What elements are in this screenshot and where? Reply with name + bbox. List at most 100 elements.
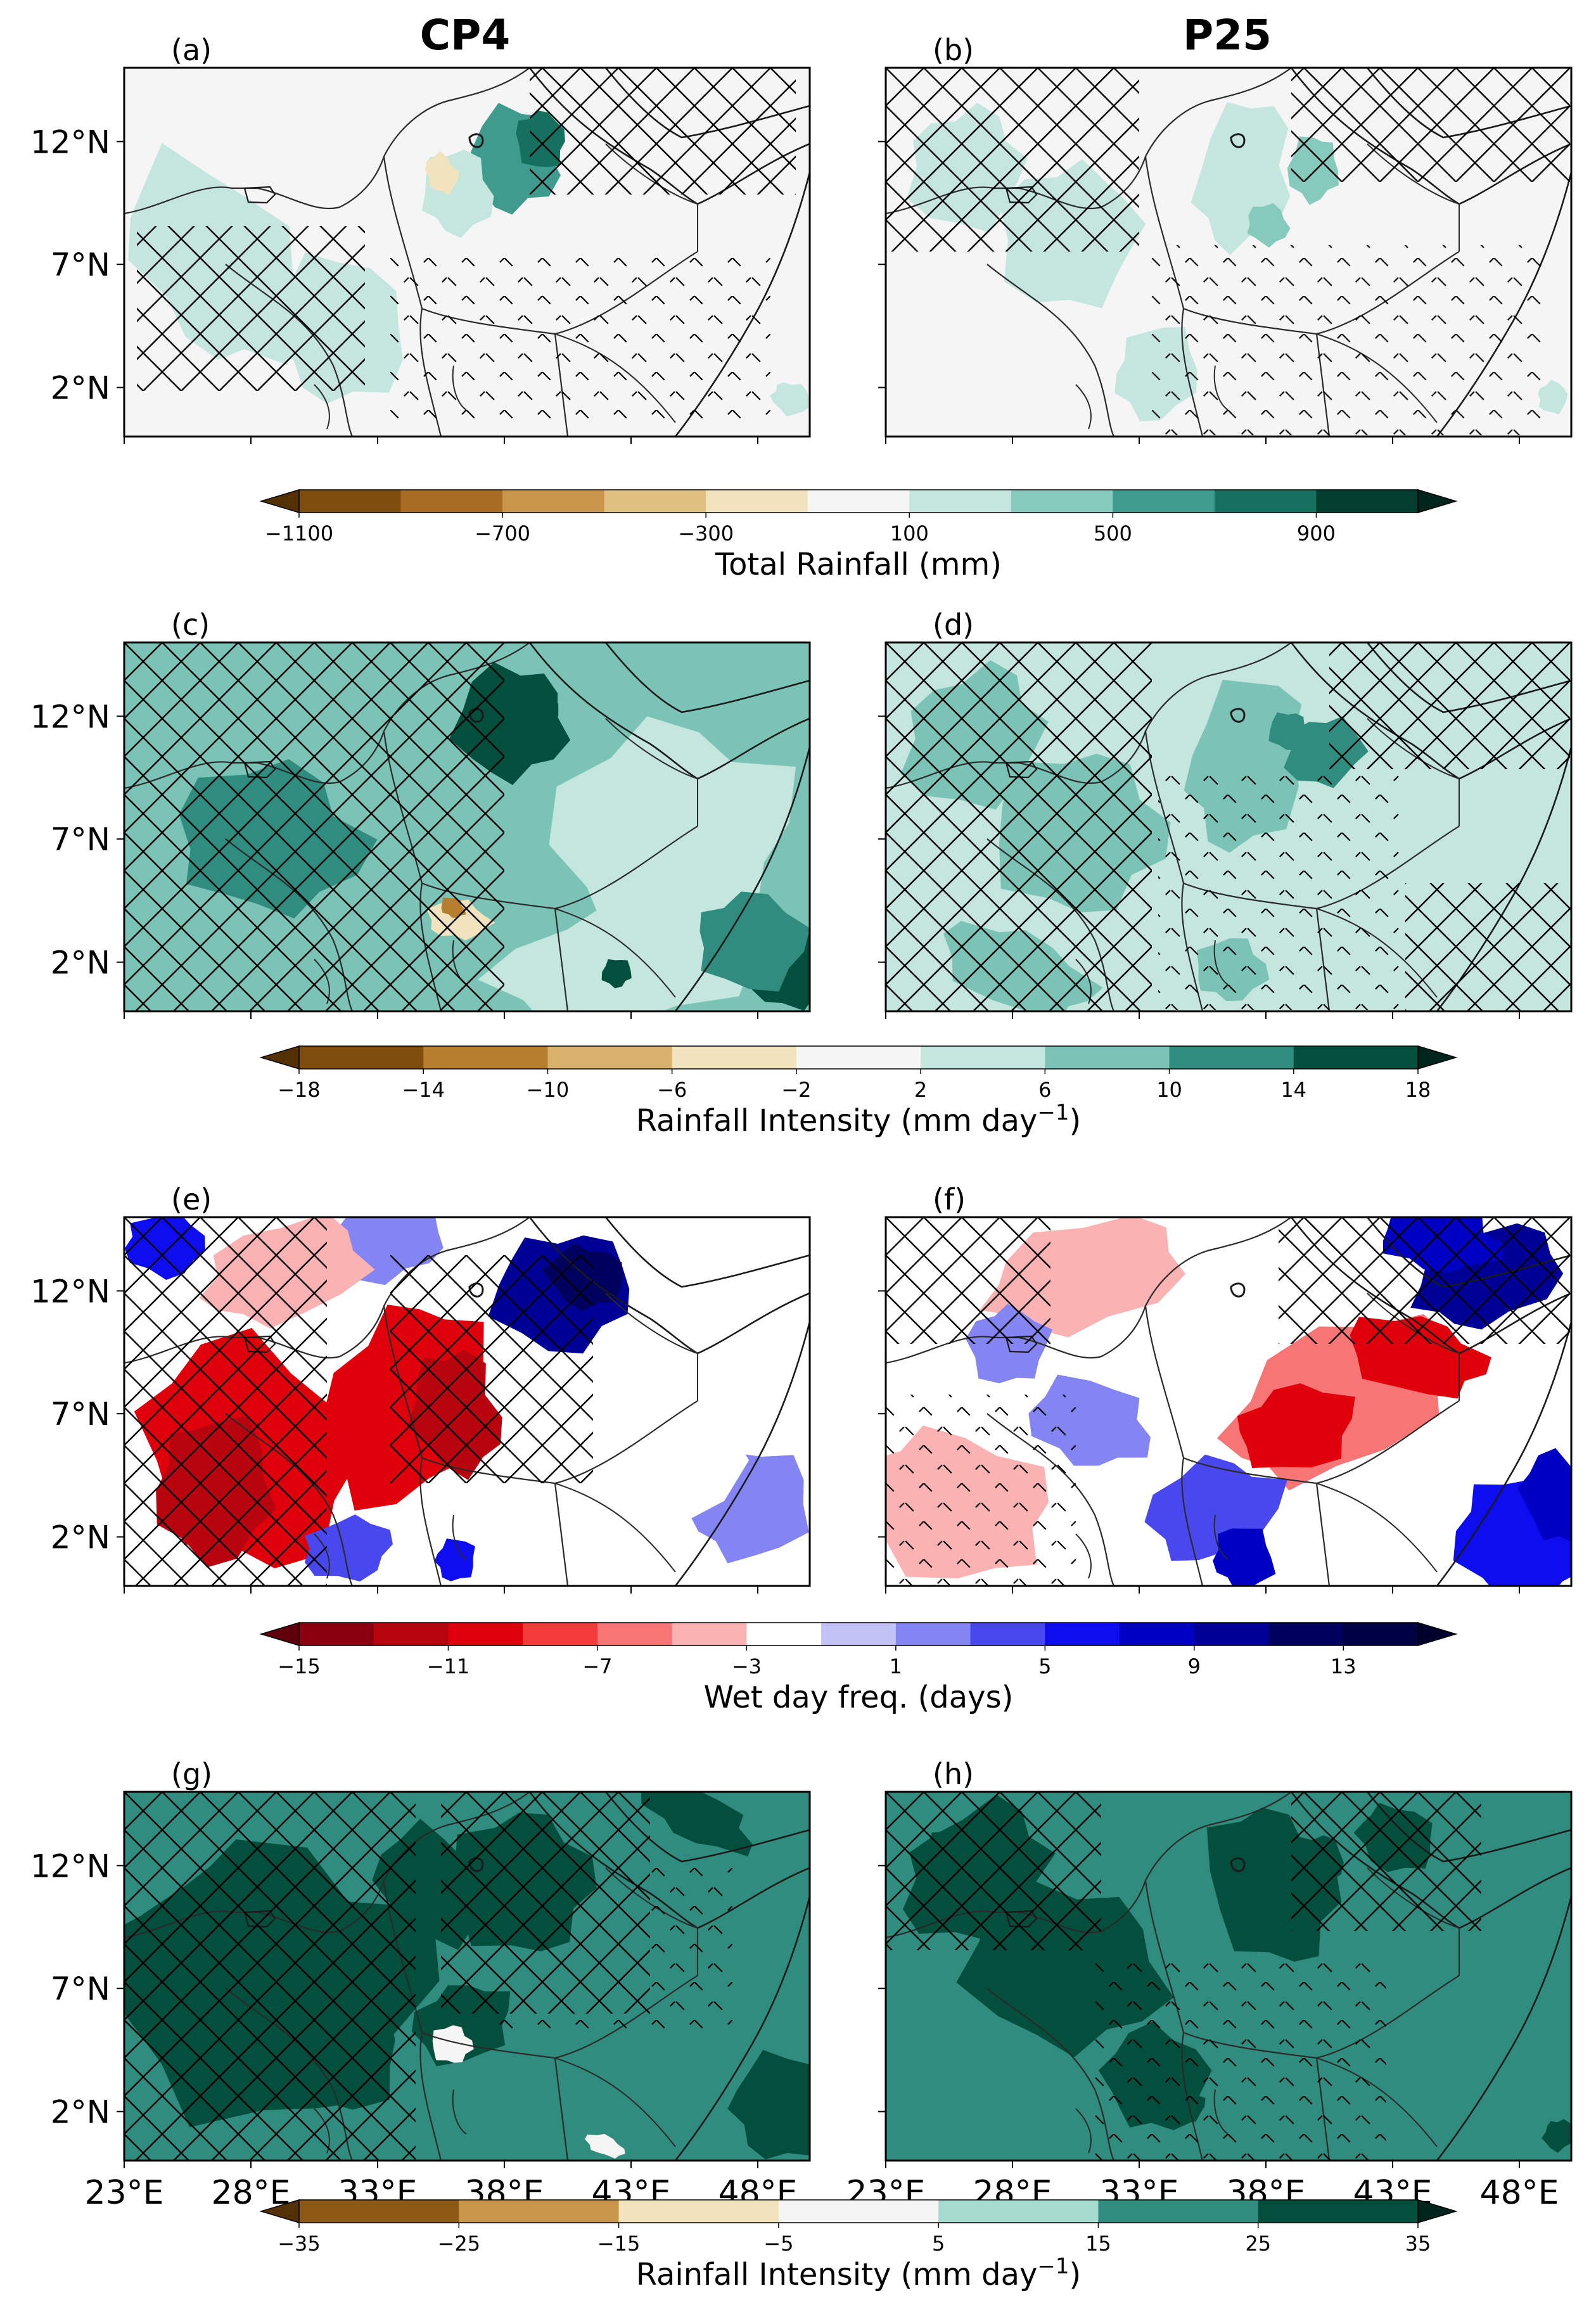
- colorbar-segment: [299, 2200, 459, 2223]
- shading-region: [1213, 1528, 1276, 1586]
- lat-tick-label: 2°N: [51, 370, 110, 407]
- colorbar-segment: [547, 1046, 673, 1069]
- shading-region: [641, 1792, 753, 1856]
- panel-frame: [123, 1791, 811, 2162]
- lon-tick-label: 28°E: [211, 2174, 290, 2212]
- panel-label: (e): [171, 1182, 212, 1217]
- significance-hatching-sparse: [1152, 245, 1545, 435]
- colorbar-tick-label: 13: [1331, 1654, 1357, 1678]
- significance-hatching: [886, 1217, 1050, 1344]
- colorbar-tick-label: 500: [1094, 521, 1132, 546]
- lat-tick-label: 7°N: [51, 1971, 110, 2007]
- colorbar-segment: [1194, 1623, 1270, 1645]
- lat-tick-label: 12°N: [30, 1848, 110, 1884]
- lat-tick-label: 7°N: [51, 246, 110, 283]
- map-panel-d: (d): [878, 608, 1573, 1019]
- lat-tick-label: 2°N: [51, 2094, 110, 2131]
- map-panel-f: (f): [878, 1182, 1573, 1594]
- panel-label: (f): [933, 1182, 966, 1217]
- panel-label: (d): [933, 608, 974, 642]
- colorbar-segment: [597, 1623, 673, 1645]
- significance-hatching: [124, 1792, 416, 2161]
- significance-hatching: [1279, 1217, 1570, 1344]
- colorbar-tick-label: −11: [427, 1654, 470, 1678]
- colorbar-row-4: −35 −25 −15 −5 5 15 25 35 Rainfall Intensity (mm…: [259, 2199, 1458, 2292]
- colorbar-segment: [672, 1623, 747, 1645]
- colorbar-over-arrow: [1417, 1045, 1458, 1070]
- lat-tick-label: 7°N: [51, 821, 110, 858]
- colorbar-segment: [1011, 490, 1113, 513]
- panel-label: (a): [171, 33, 212, 67]
- colorbar-segment: [706, 490, 808, 513]
- significance-hatching: [124, 1217, 327, 1586]
- colorbar-frame: [298, 2199, 1419, 2223]
- colorbar-segment: [502, 490, 605, 513]
- column-title-cp4: CP4: [420, 11, 511, 60]
- colorbar-segment: [1045, 1623, 1120, 1645]
- colorbar-tick-label: 14: [1280, 1078, 1306, 1102]
- colorbar-tick-label: −14: [402, 1078, 445, 1102]
- map-panel-b: (b): [878, 33, 1573, 444]
- colorbar-tick-label: −3: [732, 1654, 762, 1678]
- colorbar-segment: [1169, 1046, 1294, 1069]
- colorbar-tick-label: 35: [1405, 2232, 1431, 2256]
- colorbar-tick-label: 25: [1245, 2232, 1271, 2256]
- colorbar-tick-label: −10: [527, 1078, 570, 1102]
- lon-tick-label: 23°E: [84, 2174, 163, 2212]
- panel-frame: [123, 641, 811, 1013]
- colorbar-tick-label: −7: [582, 1654, 612, 1678]
- colorbar-segment: [299, 1046, 424, 1069]
- shading-region: [585, 2133, 625, 2159]
- colorbar-segment: [807, 490, 910, 513]
- significance-hatching: [390, 1255, 593, 1483]
- column-title-p25: P25: [1183, 11, 1272, 60]
- significance-hatching: [1329, 642, 1570, 769]
- colorbar-tick-label: −700: [475, 521, 530, 546]
- shading-region: [699, 891, 810, 992]
- significance-hatching-sparse: [1095, 1957, 1386, 2161]
- colorbar-tick-label: −1100: [265, 521, 333, 546]
- colorbar-tick-label: −35: [278, 2232, 321, 2256]
- significance-hatching: [886, 642, 1152, 1011]
- colorbar-segment: [746, 1623, 822, 1645]
- significance-hatching: [1405, 883, 1571, 1011]
- shading-region: [1247, 203, 1291, 248]
- shading-region: [1237, 1383, 1355, 1469]
- colorbar-segment: [373, 1623, 449, 1645]
- colorbar-over-arrow: [1417, 2199, 1458, 2224]
- shading-region: [1541, 2119, 1571, 2153]
- colorbar-segment: [1045, 1046, 1170, 1069]
- colorbar-segment: [821, 1623, 897, 1645]
- colorbar-under-arrow: [259, 1621, 300, 1647]
- panel-frame: [884, 1791, 1573, 2162]
- lat-tick-label: 12°N: [30, 1273, 110, 1310]
- significance-hatching: [1291, 1792, 1481, 1931]
- colorbar-segment: [672, 1046, 797, 1069]
- shading-region: [770, 382, 810, 417]
- colorbar-tick-label: 15: [1085, 2232, 1111, 2256]
- colorbar-tick-label: 1: [890, 1654, 902, 1678]
- colorbar-label: Rainfall Intensity (mm day−1): [636, 2254, 1082, 2292]
- colorbar-segment: [778, 2200, 939, 2223]
- colorbar-tick-label: −25: [438, 2232, 481, 2256]
- colorbar-tick-label: 18: [1405, 1078, 1431, 1102]
- shading-region: [1268, 712, 1311, 751]
- shading-region: [1537, 380, 1568, 415]
- colorbar-frame: [298, 1045, 1419, 1070]
- colorbar-under-arrow: [259, 489, 300, 514]
- colorbar-over-arrow: [1417, 489, 1458, 514]
- colorbar-row-1: −1100 −700 −300 100 500 900 Total Rainfall (mm…: [259, 489, 1458, 582]
- significance-hatching-sparse: [1158, 769, 1399, 1010]
- colorbar-label: Wet day freq. (days): [704, 1680, 1014, 1715]
- lat-tick-label: 2°N: [51, 945, 110, 981]
- colorbar-segment: [618, 2200, 779, 2223]
- colorbar-segment: [1258, 2200, 1419, 2223]
- panel-frame: [884, 1216, 1573, 1587]
- shading-region: [425, 151, 459, 196]
- shading-region: [601, 959, 632, 988]
- significance-hatching: [886, 68, 1139, 252]
- panel-frame: [884, 641, 1573, 1013]
- colorbar-tick-label: −15: [278, 1654, 321, 1678]
- colorbar-segment: [400, 490, 503, 513]
